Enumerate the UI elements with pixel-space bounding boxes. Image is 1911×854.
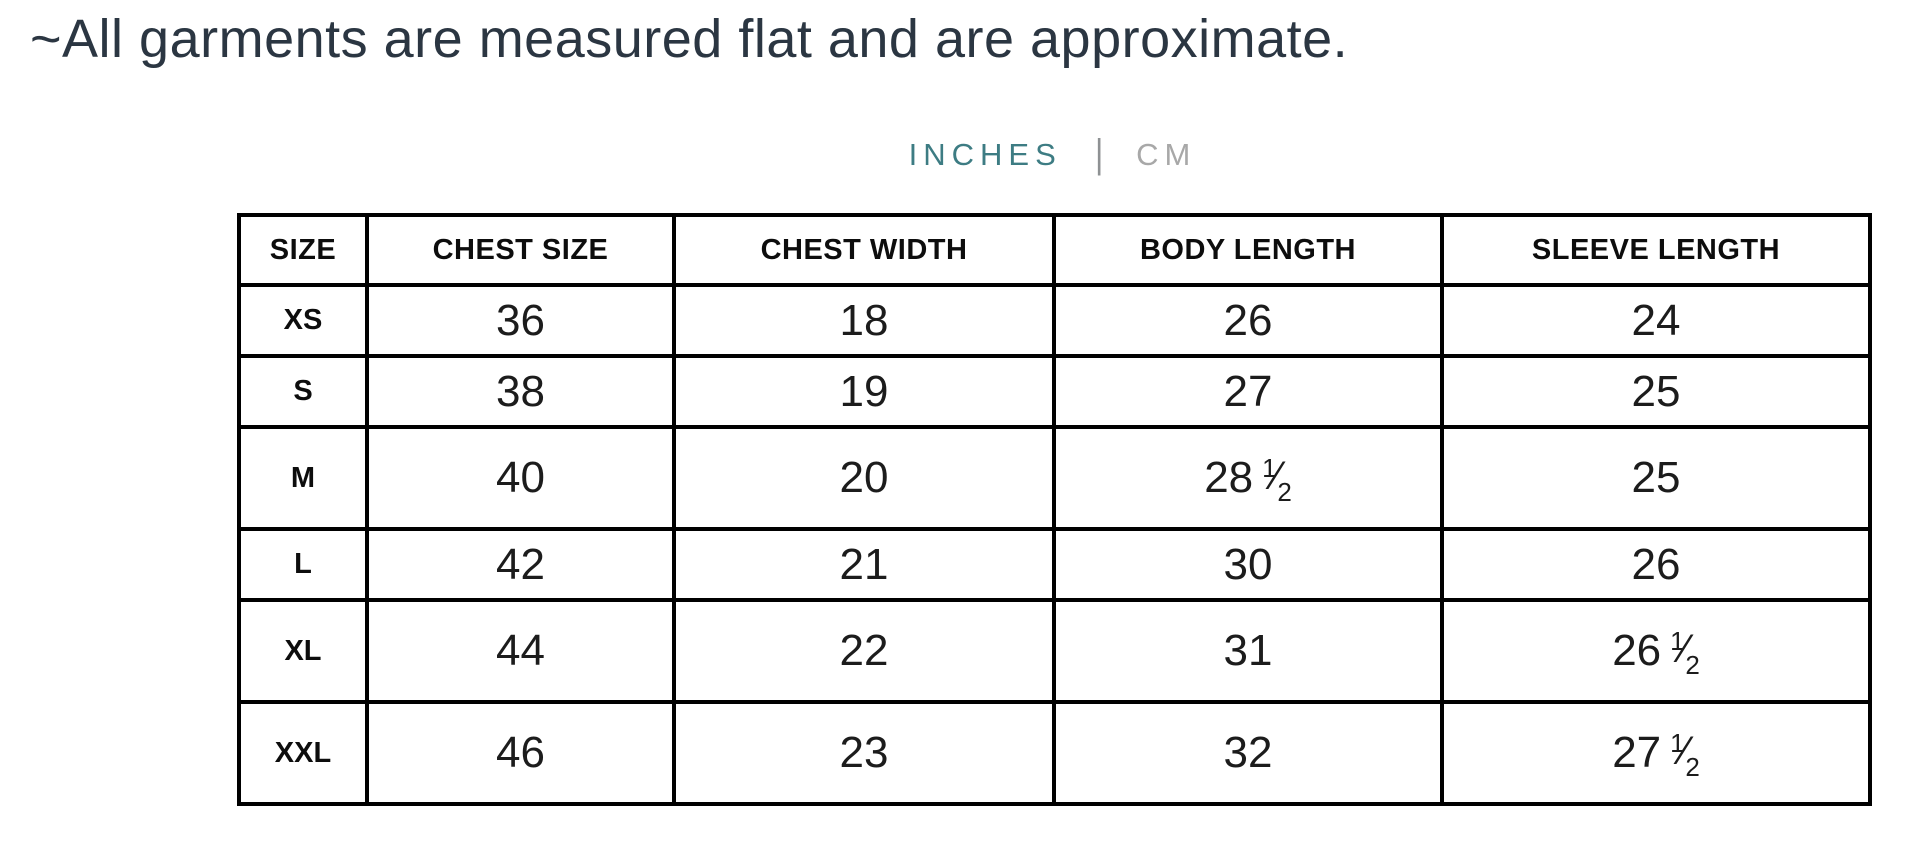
column-header-body-length: BODY LENGTH bbox=[1052, 213, 1444, 287]
measurement-value: 31 bbox=[1052, 598, 1444, 704]
column-header-chest-size: CHEST SIZE bbox=[365, 213, 676, 287]
measurement-value: 40 bbox=[365, 425, 676, 531]
column-header-chest-width: CHEST WIDTH bbox=[672, 213, 1056, 287]
measurement-value: 38 bbox=[365, 354, 676, 429]
column-header-sleeve-length: SLEEVE LENGTH bbox=[1440, 213, 1872, 287]
column-header-size: SIZE bbox=[237, 213, 369, 287]
size-chart-head: SIZE CHEST SIZE CHEST WIDTH BODY LENGTH SLEE… bbox=[237, 213, 1872, 287]
table-row-m: M 40 20 28 1⁄2 25 bbox=[237, 425, 1872, 531]
measurement-value: 21 bbox=[672, 527, 1056, 602]
measurement-value: 27 1⁄2 bbox=[1440, 700, 1872, 806]
unit-toggle: INCHES | CM bbox=[237, 134, 1868, 174]
unit-option-cm[interactable]: CM bbox=[1136, 136, 1197, 172]
measurement-value: 25 bbox=[1440, 425, 1872, 531]
measurement-value: 23 bbox=[672, 700, 1056, 806]
measurement-value: 26 1⁄2 bbox=[1440, 598, 1872, 704]
measurement-value: 28 1⁄2 bbox=[1052, 425, 1444, 531]
unit-option-inches[interactable]: INCHES bbox=[908, 136, 1062, 172]
measurement-value: 25 bbox=[1440, 354, 1872, 429]
measurement-value: 44 bbox=[365, 598, 676, 704]
measurement-value: 27 bbox=[1052, 354, 1444, 429]
table-row-xl: XL 44 22 31 26 1⁄2 bbox=[237, 598, 1872, 704]
measurement-value: 46 bbox=[365, 700, 676, 806]
measurement-value: 20 bbox=[672, 425, 1056, 531]
measurement-value: 42 bbox=[365, 527, 676, 602]
size-label: S bbox=[237, 354, 369, 429]
measurement-value: 26 bbox=[1052, 283, 1444, 358]
measurement-value: 36 bbox=[365, 283, 676, 358]
measurement-value: 18 bbox=[672, 283, 1056, 358]
size-label: M bbox=[237, 425, 369, 531]
measurement-value: 24 bbox=[1440, 283, 1872, 358]
table-row-s: S 38 19 27 25 bbox=[237, 354, 1872, 429]
size-chart-table: SIZE CHEST SIZE CHEST WIDTH BODY LENGTH SLEE… bbox=[237, 213, 1872, 806]
measurement-value: 19 bbox=[672, 354, 1056, 429]
unit-toggle-separator: | bbox=[1094, 132, 1104, 176]
size-label: XS bbox=[237, 283, 369, 358]
size-label: L bbox=[237, 527, 369, 602]
size-chart-body: XS 36 18 26 24 S 38 19 27 25 M 40 20 28 1⁄2 25 L 42 21 30 26… bbox=[237, 283, 1872, 806]
measurement-value: 26 bbox=[1440, 527, 1872, 602]
header-row: SIZE CHEST SIZE CHEST WIDTH BODY LENGTH SLEE… bbox=[237, 213, 1872, 287]
measurement-value: 30 bbox=[1052, 527, 1444, 602]
table-row-xxl: XXL 46 23 32 27 1⁄2 bbox=[237, 700, 1872, 806]
table-row-xs: XS 36 18 26 24 bbox=[237, 283, 1872, 358]
measurement-note: ~All garments are measured flat and are … bbox=[30, 9, 1349, 69]
size-label: XL bbox=[237, 598, 369, 704]
measurement-value: 22 bbox=[672, 598, 1056, 704]
measurement-value: 32 bbox=[1052, 700, 1444, 806]
table-row-l: L 42 21 30 26 bbox=[237, 527, 1872, 602]
size-label: XXL bbox=[237, 700, 369, 806]
